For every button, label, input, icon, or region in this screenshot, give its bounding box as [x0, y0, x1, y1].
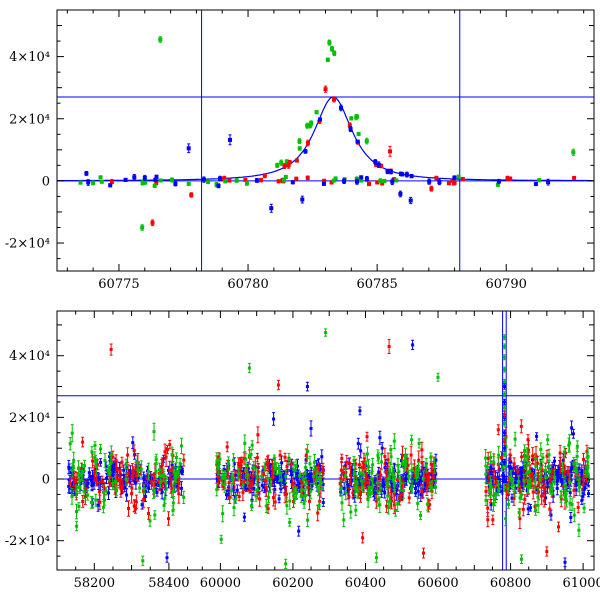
top-panel: 60775 60780 60785 60790 -2×10⁴ 0 2×10⁴ 4×10⁴: [5, 9, 595, 292]
svg-text:60600: 60600: [417, 576, 458, 591]
svg-text:-2×10⁴: -2×10⁴: [5, 534, 50, 549]
reference-lines: [57, 10, 594, 271]
svg-text:60790: 60790: [486, 277, 527, 292]
axis-frame: [56, 9, 595, 272]
svg-text:58400: 58400: [148, 576, 189, 591]
svg-text:60200: 60200: [272, 576, 313, 591]
svg-text:60000: 60000: [200, 576, 241, 591]
model-curve: [57, 96, 593, 182]
svg-text:4×10⁴: 4×10⁴: [9, 349, 50, 364]
svg-text:61000: 61000: [562, 576, 600, 591]
bottom-panel: 58200 58400 60000 60200 60400 60600 60800 61000…: [5, 310, 600, 591]
svg-text:60800: 60800: [490, 576, 531, 591]
axis-frame: [56, 310, 595, 571]
scatter-points: [67, 328, 590, 569]
scatter-points: [78, 36, 577, 231]
svg-text:60780: 60780: [227, 277, 268, 292]
reference-lines: [57, 311, 594, 570]
svg-text:58200: 58200: [74, 576, 115, 591]
svg-text:0: 0: [42, 473, 50, 488]
svg-text:2×10⁴: 2×10⁴: [9, 112, 50, 127]
svg-text:-2×10⁴: -2×10⁴: [5, 237, 50, 252]
svg-text:60400: 60400: [345, 576, 386, 591]
svg-text:2×10⁴: 2×10⁴: [9, 411, 50, 426]
svg-text:60785: 60785: [356, 277, 397, 292]
svg-text:0: 0: [42, 174, 50, 189]
axis-ticks-and-labels: 58200 58400 60000 60200 60400 60600 60800 61000…: [5, 311, 600, 591]
svg-text:4×10⁴: 4×10⁴: [9, 50, 50, 65]
svg-text:60775: 60775: [98, 277, 139, 292]
axis-ticks-and-labels: 60775 60780 60785 60790 -2×10⁴ 0 2×10⁴ 4×10⁴: [5, 9, 594, 292]
